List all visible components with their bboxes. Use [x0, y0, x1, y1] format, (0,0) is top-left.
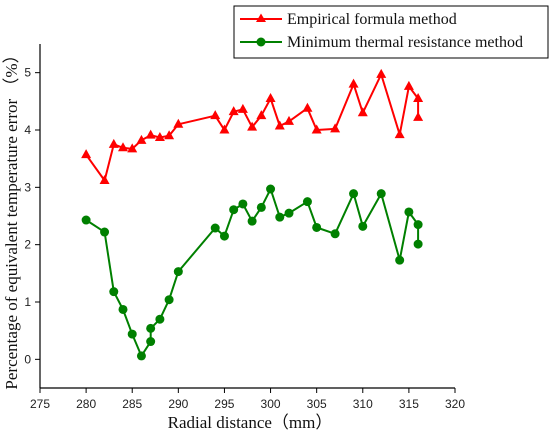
- data-point-minimum: [164, 295, 174, 305]
- data-point-empirical: [357, 107, 368, 117]
- y-axis-title: Percentage of equivalent temperature err…: [2, 46, 21, 389]
- x-tick-label: 315: [399, 397, 419, 411]
- legend-label-minimum: Minimum thermal resistance method: [287, 34, 523, 51]
- data-point-minimum: [136, 351, 146, 361]
- data-point-minimum: [413, 239, 423, 249]
- series-layer: [81, 68, 424, 361]
- data-point-empirical: [237, 103, 248, 113]
- legend-marker-empirical: [256, 13, 266, 22]
- data-point-minimum: [127, 329, 137, 339]
- data-point-minimum: [256, 202, 266, 212]
- data-point-minimum: [330, 229, 340, 239]
- data-point-minimum: [81, 215, 91, 225]
- legend-marker-minimum: [256, 37, 266, 47]
- y-ticks: 0 1 2 3 4 5: [24, 66, 40, 366]
- data-point-minimum: [358, 221, 368, 231]
- data-point-empirical: [154, 131, 165, 141]
- data-point-minimum: [118, 304, 128, 314]
- legend-box: [233, 5, 549, 59]
- x-tick-label: 285: [122, 397, 142, 411]
- y-tick-label: 1: [24, 295, 31, 309]
- data-point-minimum: [229, 205, 239, 215]
- data-point-empirical: [99, 174, 110, 184]
- data-point-empirical: [403, 80, 414, 90]
- data-point-empirical: [311, 124, 322, 134]
- x-tick-label: 275: [30, 397, 50, 411]
- x-tick-label: 280: [76, 397, 96, 411]
- data-point-minimum: [284, 208, 294, 218]
- data-point-empirical: [136, 134, 147, 144]
- y-tick-label: 5: [24, 66, 31, 80]
- data-point-minimum: [376, 189, 386, 199]
- data-point-empirical: [219, 124, 230, 134]
- data-point-empirical: [394, 129, 405, 139]
- data-point-empirical: [413, 92, 424, 102]
- data-point-empirical: [127, 143, 138, 153]
- data-point-minimum: [302, 197, 312, 207]
- series-line-minimum: [85, 188, 420, 357]
- data-point-empirical: [302, 102, 313, 112]
- data-point-empirical: [330, 123, 341, 133]
- data-point-minimum: [173, 267, 183, 277]
- data-point-empirical: [376, 68, 387, 78]
- data-point-minimum: [247, 216, 257, 226]
- x-tick-label: 290: [168, 397, 188, 411]
- data-point-empirical: [210, 110, 221, 120]
- y-tick-label: 2: [24, 238, 31, 252]
- data-point-empirical: [265, 92, 276, 102]
- x-tick-label: 305: [307, 397, 327, 411]
- data-point-minimum: [109, 287, 119, 297]
- data-point-empirical: [118, 142, 128, 152]
- data-point-minimum: [238, 199, 248, 209]
- data-point-minimum: [312, 222, 322, 232]
- data-point-empirical: [173, 118, 184, 128]
- x-tick-label: 320: [445, 397, 465, 411]
- data-point-empirical: [108, 138, 119, 148]
- data-point-minimum: [349, 189, 359, 199]
- y-tick-label: 3: [24, 180, 31, 194]
- data-point-empirical: [256, 110, 267, 120]
- data-point-empirical: [413, 111, 424, 121]
- data-point-minimum: [146, 337, 156, 347]
- y-tick-label: 4: [24, 123, 31, 137]
- data-point-empirical: [274, 120, 285, 130]
- data-point-minimum: [100, 227, 110, 237]
- x-tick-label: 295: [214, 397, 234, 411]
- data-point-minimum: [404, 207, 414, 217]
- x-tick-label: 300: [261, 397, 281, 411]
- data-point-empirical: [164, 130, 175, 140]
- y-tick-label: 0: [24, 352, 31, 366]
- data-point-minimum: [219, 231, 229, 241]
- data-point-minimum: [266, 184, 276, 194]
- legend-label-empirical: Empirical formula method: [287, 11, 457, 28]
- x-axis-title: Radial distance（mm）: [168, 413, 333, 432]
- data-point-empirical: [348, 78, 359, 88]
- data-point-minimum: [413, 220, 423, 230]
- data-point-minimum: [210, 223, 220, 233]
- data-point-minimum: [155, 314, 165, 324]
- data-point-empirical: [247, 121, 258, 131]
- x-ticks: 275 280 285 290 295 300 305 310 315 320: [30, 388, 465, 411]
- data-point-empirical: [228, 106, 239, 116]
- data-point-empirical: [81, 149, 92, 159]
- data-point-empirical: [284, 115, 294, 125]
- data-point-minimum: [275, 212, 285, 222]
- plot-frame: [39, 44, 455, 389]
- data-point-empirical: [145, 129, 156, 139]
- data-point-minimum: [395, 255, 405, 265]
- x-tick-label: 310: [353, 397, 373, 411]
- data-point-minimum: [146, 323, 156, 333]
- legend: Empirical formula method Minimum thermal…: [233, 5, 549, 59]
